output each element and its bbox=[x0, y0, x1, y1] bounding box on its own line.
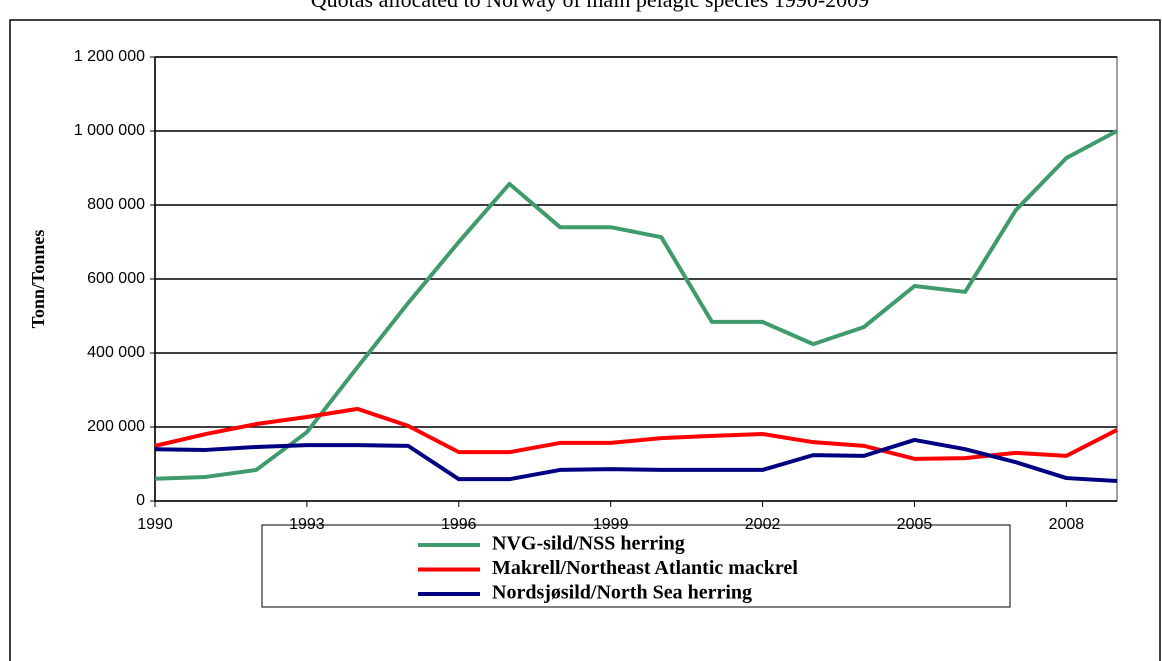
y-tick-label: 400 000 bbox=[87, 344, 145, 361]
x-tick-label: 1999 bbox=[593, 516, 629, 533]
series-line bbox=[154, 437, 1118, 484]
y-tick-label: 600 000 bbox=[87, 270, 145, 287]
y-tick-label: 1 000 000 bbox=[74, 122, 145, 139]
x-tick-label: 1996 bbox=[441, 516, 477, 533]
x-tick-label: 2005 bbox=[897, 516, 933, 533]
y-tick-label: 1 200 000 bbox=[74, 48, 145, 65]
y-axis-label: Tonn/Tonnes bbox=[28, 230, 48, 329]
series-line bbox=[154, 406, 1118, 461]
legend-label: Nordsjøsild/North Sea herring bbox=[492, 582, 752, 604]
x-tick-label: 2002 bbox=[745, 516, 781, 533]
legend-box bbox=[261, 524, 1011, 608]
x-tick-label: 1990 bbox=[137, 516, 173, 533]
chart-border bbox=[9, 19, 1161, 661]
legend-label: NVG-sild/NSS herring bbox=[492, 533, 685, 555]
chart-title: Quotas allocated to Norway of main pelag… bbox=[311, 0, 869, 12]
y-tick-label: 0 bbox=[136, 492, 145, 509]
y-tick-label: 200 000 bbox=[87, 418, 145, 435]
legend-label: Makrell/Northeast Atlantic mackrel bbox=[492, 557, 798, 579]
series-line bbox=[154, 129, 1118, 481]
y-tick-label: 800 000 bbox=[87, 196, 145, 213]
x-tick-label: 2008 bbox=[1049, 516, 1085, 533]
x-tick-label: 1993 bbox=[289, 516, 325, 533]
